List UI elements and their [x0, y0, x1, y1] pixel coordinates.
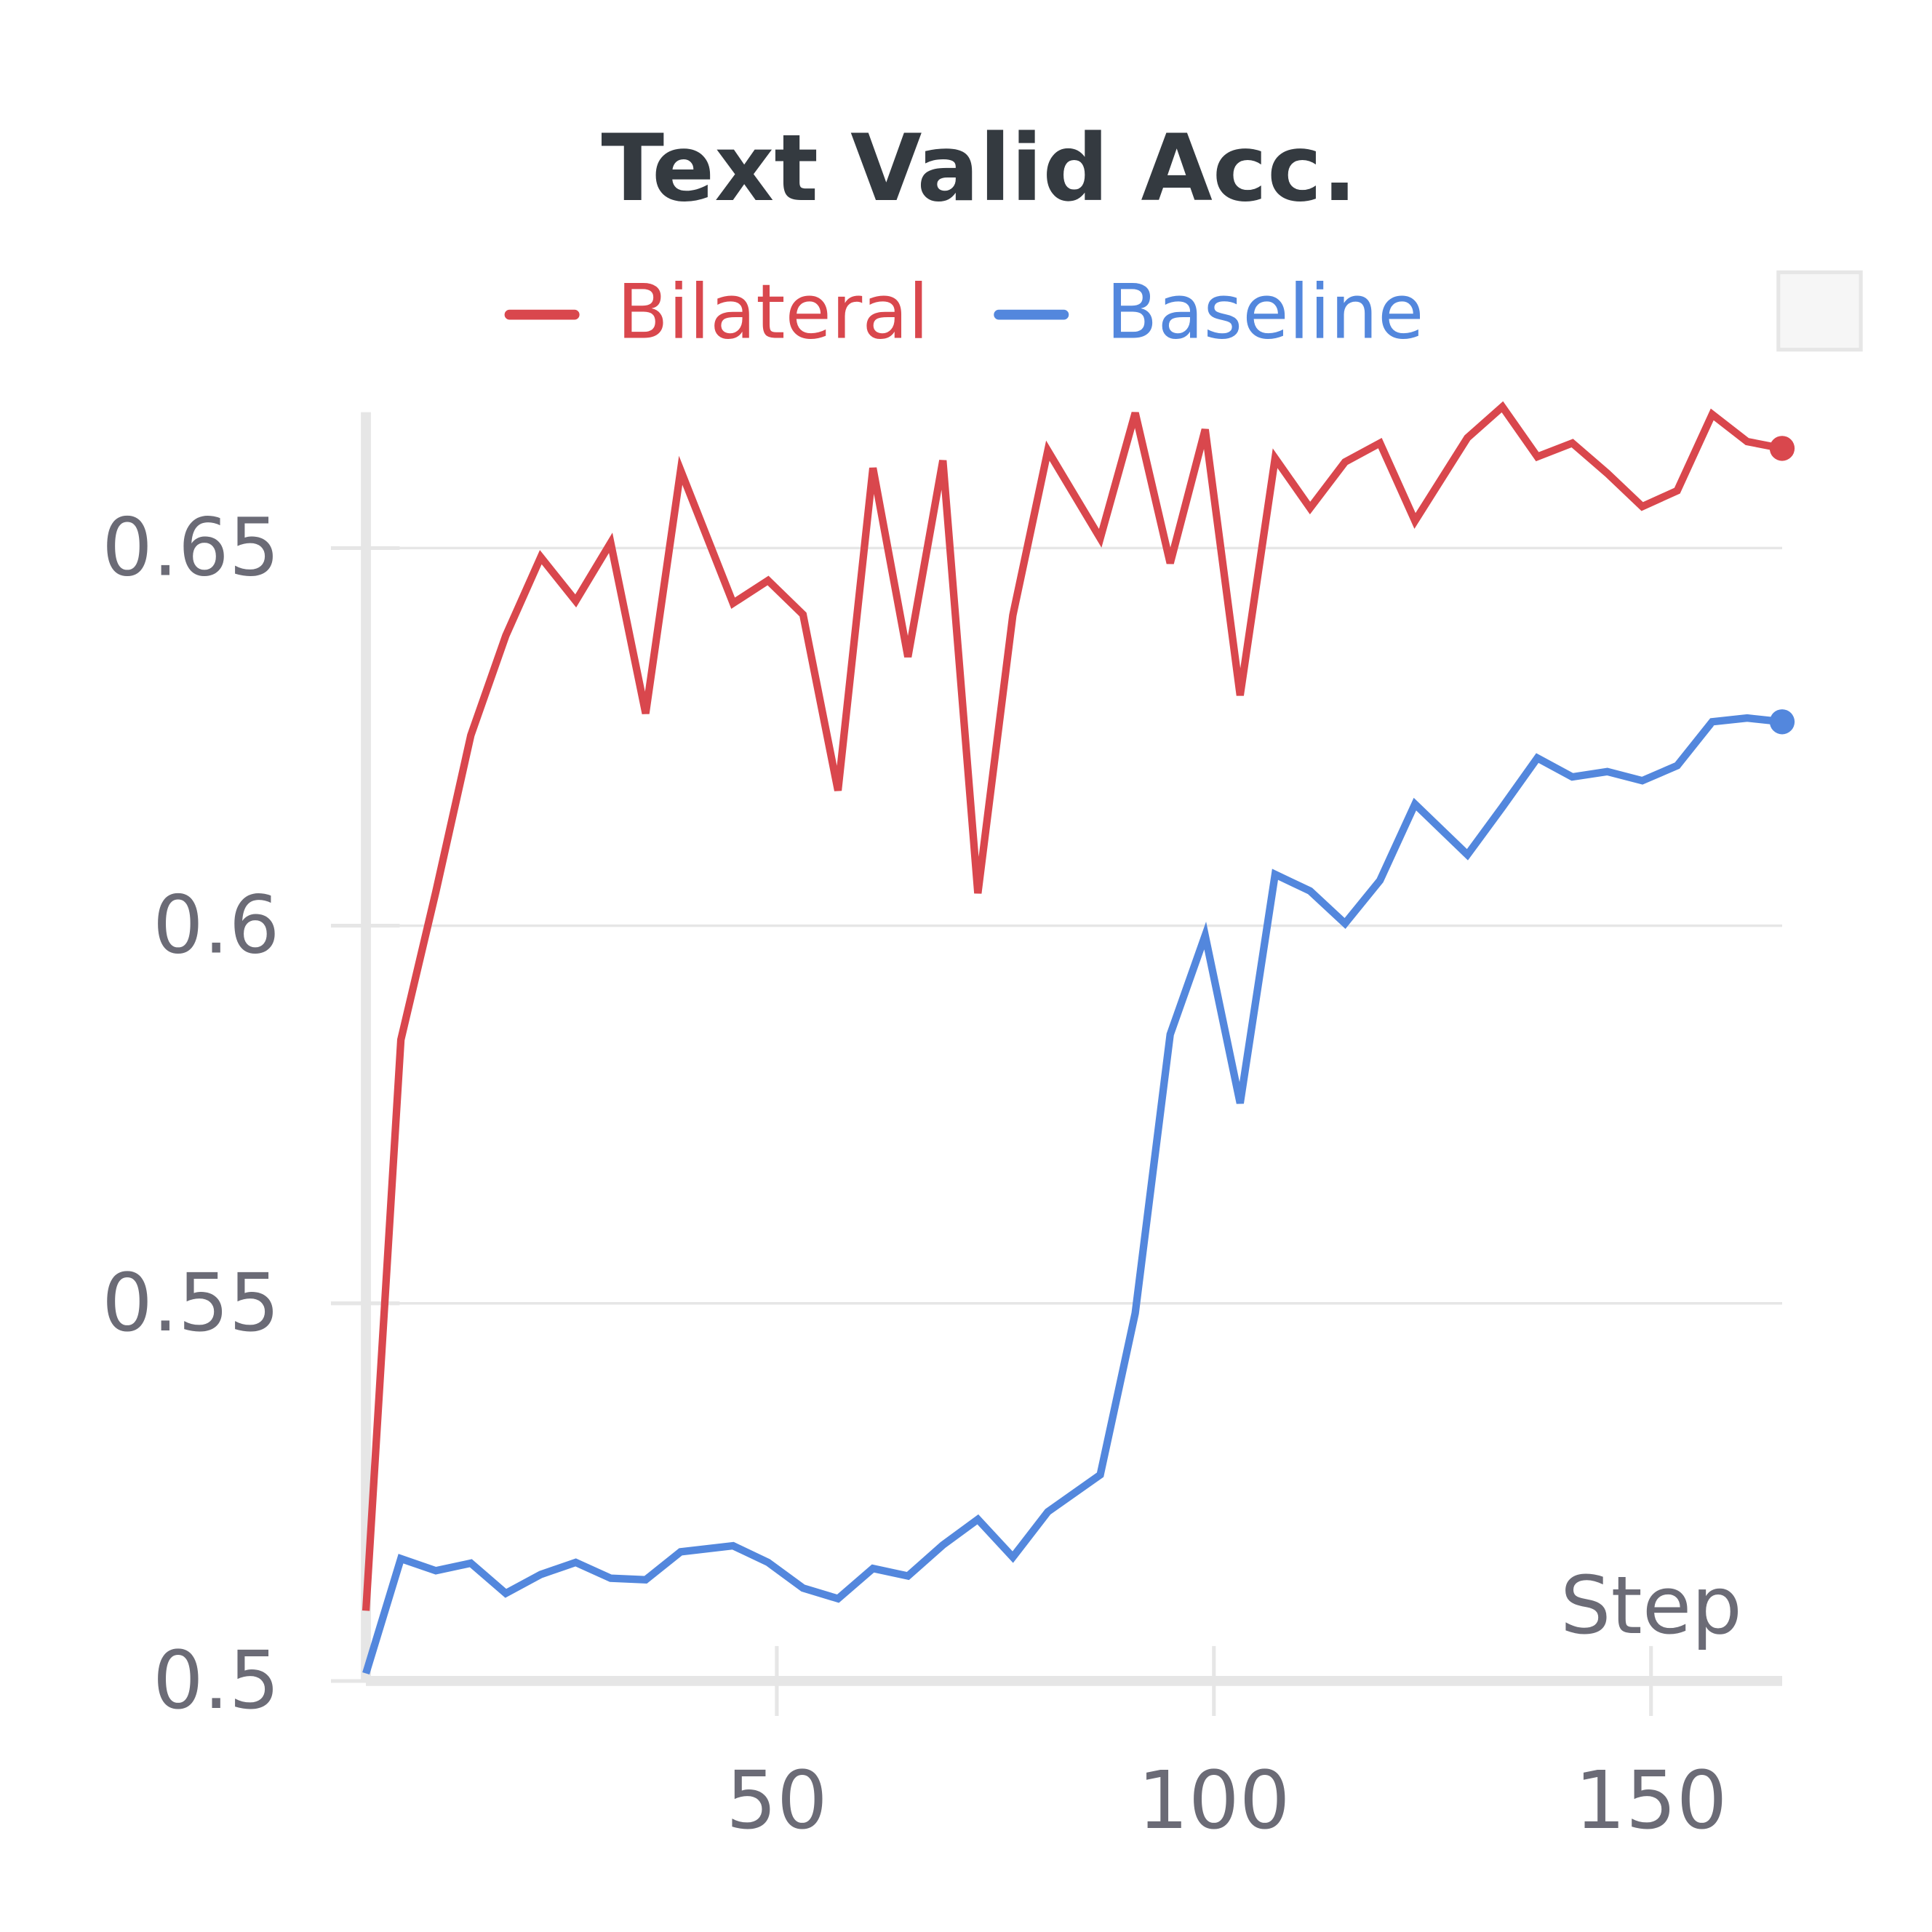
y-tick-label: 0.55 [102, 1256, 280, 1349]
x-tick-label: 150 [1575, 1754, 1728, 1847]
series-line [362, 714, 1783, 1675]
legend-label: Baseline [1106, 268, 1424, 356]
menu-box [1776, 270, 1863, 352]
end-point [1769, 436, 1795, 461]
y-tick-label: 0.6 [153, 879, 280, 972]
legend-label: Bilateral [617, 268, 929, 356]
chart-title: Text Valid Acc. [601, 114, 1357, 222]
plot: 0.5 0.55 0.6 0.65 50 100 150 Step Bilateral Basel… [102, 268, 1795, 1847]
series-line [362, 401, 1783, 1611]
y-tick-label: 0.5 [153, 1634, 280, 1727]
x-tick-label: 100 [1138, 1754, 1290, 1847]
end-point [1769, 709, 1795, 735]
x-tick-label: 50 [726, 1754, 828, 1847]
x-axis-label: Step [1560, 1559, 1742, 1652]
y-tick-label: 0.65 [102, 501, 280, 594]
